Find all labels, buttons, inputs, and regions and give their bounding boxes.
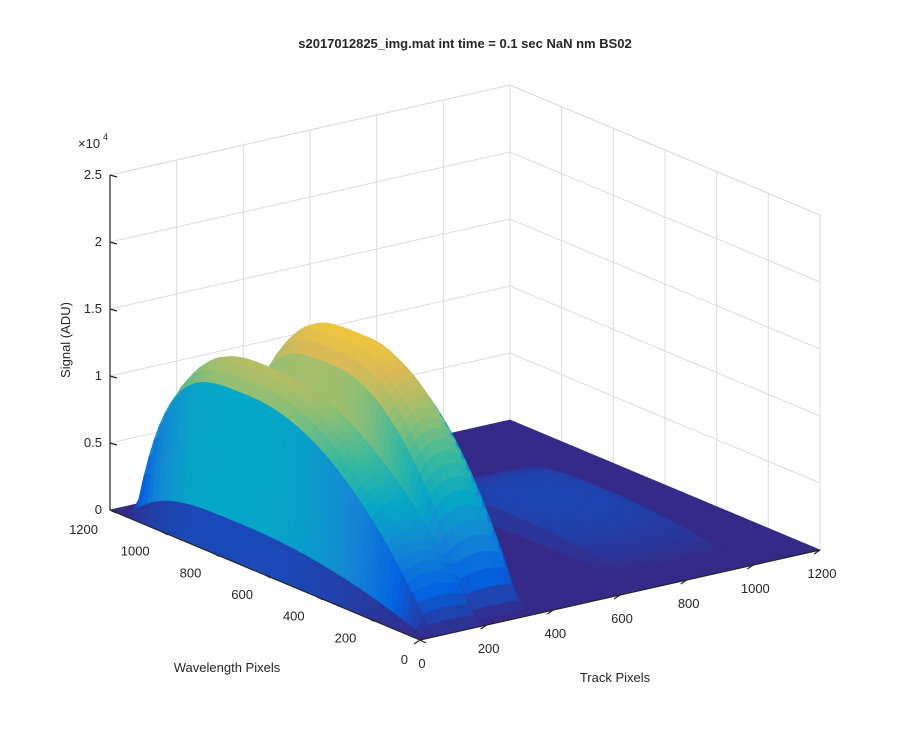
y-tick-label: 200	[335, 630, 357, 645]
z-axis-label: Signal (ADU)	[58, 302, 73, 378]
z-tick-mark	[109, 174, 118, 178]
x-tick-label: 200	[478, 641, 500, 656]
grid-line-z	[109, 218, 821, 350]
x-tick-mark	[680, 579, 687, 585]
y-tick-mark	[213, 552, 220, 557]
z-tick-label: 1.5	[84, 301, 102, 316]
z-exponent-power: 4	[103, 132, 108, 142]
z-tick-label: 2	[95, 234, 102, 249]
y-tick-mark	[264, 574, 272, 579]
surface-plot	[109, 322, 821, 641]
z-tick-mark	[109, 375, 118, 379]
y-tick-mark	[316, 596, 323, 601]
y-tick-label: 1200	[69, 522, 98, 537]
y-tick-label: 800	[180, 565, 202, 580]
grid-line-z	[109, 285, 821, 417]
z-tick-label: 0.5	[84, 435, 102, 450]
z-tick-mark	[109, 241, 118, 245]
y-tick-label: 600	[231, 587, 253, 602]
z-tick-label: 1	[95, 368, 102, 383]
axes-lines	[109, 174, 821, 645]
x-axis-label: Track Pixels	[580, 670, 651, 685]
z-tick-label: 2.5	[84, 167, 102, 182]
grid-line-z	[109, 84, 821, 216]
x-tick-label: 1000	[741, 581, 770, 596]
x-tick-label: 800	[678, 596, 700, 611]
x-tick-mark	[480, 624, 487, 630]
chart-title: s2017012825_img.mat int time = 0.1 sec N…	[298, 36, 632, 51]
x-tick-mark	[547, 609, 554, 615]
z-tick-mark	[109, 509, 118, 513]
z-exponent: ×10 4	[78, 132, 108, 151]
tick-labels: 0200400600800100012000200400600800100012…	[69, 167, 836, 671]
y-tick-mark	[419, 639, 427, 644]
x-tick-mark	[747, 564, 754, 570]
x-tick-label: 600	[611, 611, 633, 626]
y-tick-mark	[368, 617, 375, 622]
grid-line-z	[109, 151, 821, 283]
z-tick-mark	[109, 442, 118, 446]
x-tick-label: 0	[418, 656, 425, 671]
x-tick-mark	[813, 549, 821, 555]
y-tick-label: 1000	[121, 544, 150, 559]
x-tick-label: 400	[544, 626, 566, 641]
z-tick-mark	[109, 308, 118, 312]
x-tick-label: 1200	[808, 566, 837, 581]
y-tick-mark	[161, 531, 168, 536]
x-tick-mark	[613, 594, 621, 600]
y-tick-label: 400	[283, 609, 305, 624]
z-exponent-base: ×10	[78, 136, 100, 151]
z-tick-label: 0	[95, 502, 102, 517]
x-tick-mark	[413, 639, 421, 645]
y-tick-label: 0	[401, 652, 408, 667]
y-axis-label: Wavelength Pixels	[174, 660, 281, 675]
